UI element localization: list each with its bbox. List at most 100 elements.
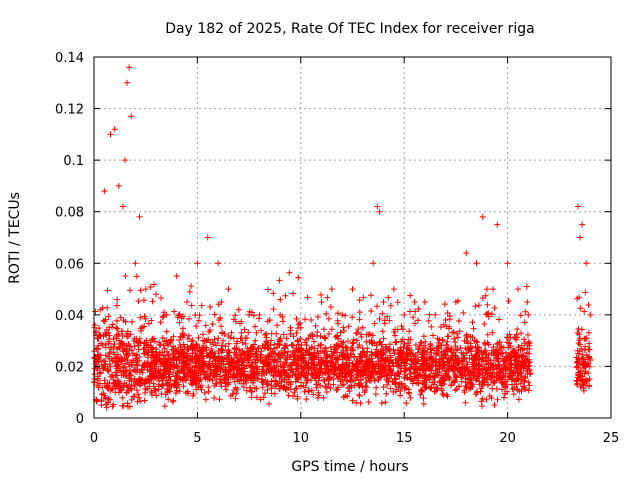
data-point [139, 324, 146, 331]
data-point [508, 375, 515, 382]
data-point [308, 387, 315, 394]
data-point [356, 297, 363, 304]
data-point [344, 338, 351, 345]
data-point [439, 358, 446, 365]
data-point [525, 311, 532, 318]
data-point [295, 274, 302, 281]
data-point [104, 383, 111, 390]
data-point [134, 368, 141, 375]
data-point [126, 64, 133, 71]
data-point [343, 359, 350, 366]
data-point [207, 339, 214, 346]
data-point [104, 287, 111, 294]
data-point [119, 394, 126, 401]
data-point [193, 341, 200, 348]
data-point [362, 375, 369, 382]
data-point [296, 320, 303, 327]
data-point [349, 340, 356, 347]
data-point [427, 353, 434, 360]
data-point [294, 365, 301, 372]
data-point [373, 346, 380, 353]
data-point [246, 308, 253, 315]
y-tick-label: 0 [76, 412, 84, 427]
data-point [502, 383, 509, 390]
data-point [348, 372, 355, 379]
data-point [404, 375, 411, 382]
data-point [165, 369, 172, 376]
data-point [204, 234, 211, 241]
data-point [202, 396, 209, 403]
data-point [469, 381, 476, 388]
data-point [491, 305, 498, 312]
data-point [184, 298, 191, 305]
data-point [383, 390, 390, 397]
data-point [216, 396, 223, 403]
data-point [140, 297, 147, 304]
data-point [493, 350, 500, 357]
data-point [274, 358, 281, 365]
data-point [376, 373, 383, 380]
data-point [353, 399, 360, 406]
data-point [498, 386, 505, 393]
data-point [479, 213, 486, 220]
data-point [318, 298, 325, 305]
data-point [215, 317, 222, 324]
data-point [299, 369, 306, 376]
data-point [521, 340, 528, 347]
data-point [147, 372, 154, 379]
data-point [161, 353, 168, 360]
data-point [292, 356, 299, 363]
data-point [417, 386, 424, 393]
data-point [295, 370, 302, 377]
data-point [586, 363, 593, 370]
data-point [510, 345, 517, 352]
data-point [144, 359, 151, 366]
data-point [294, 337, 301, 344]
data-point [521, 319, 528, 326]
data-point [192, 360, 199, 367]
data-point [179, 334, 186, 341]
data-point [268, 390, 275, 397]
data-point [298, 379, 305, 386]
data-point [474, 339, 481, 346]
data-point [526, 382, 533, 389]
data-point [469, 319, 476, 326]
data-point [394, 369, 401, 376]
data-point [474, 366, 481, 373]
data-point [205, 388, 212, 395]
data-point [192, 353, 199, 360]
data-point [423, 384, 430, 391]
data-point [255, 375, 262, 382]
x-tick-label: 20 [499, 431, 516, 446]
data-point [253, 329, 260, 336]
data-point [212, 342, 219, 349]
data-point [100, 365, 107, 372]
data-point [167, 377, 174, 384]
data-point [283, 335, 290, 342]
data-point [249, 388, 256, 395]
data-point [228, 363, 235, 370]
data-point [576, 348, 583, 355]
data-point [128, 371, 135, 378]
data-point [443, 341, 450, 348]
data-point [117, 314, 124, 321]
data-point [251, 384, 258, 391]
data-point [464, 366, 471, 373]
data-point [393, 386, 400, 393]
data-point [195, 334, 202, 341]
data-point [522, 353, 529, 360]
data-point [472, 391, 479, 398]
data-point [508, 350, 515, 357]
data-point [426, 311, 433, 318]
data-point [285, 348, 292, 355]
data-point [113, 325, 120, 332]
data-point [422, 338, 429, 345]
data-point [216, 363, 223, 370]
data-point [394, 357, 401, 364]
data-point [421, 298, 428, 305]
data-point [219, 347, 226, 354]
data-point [167, 356, 174, 363]
data-point [255, 344, 262, 351]
data-point [583, 260, 590, 267]
data-point [302, 339, 309, 346]
